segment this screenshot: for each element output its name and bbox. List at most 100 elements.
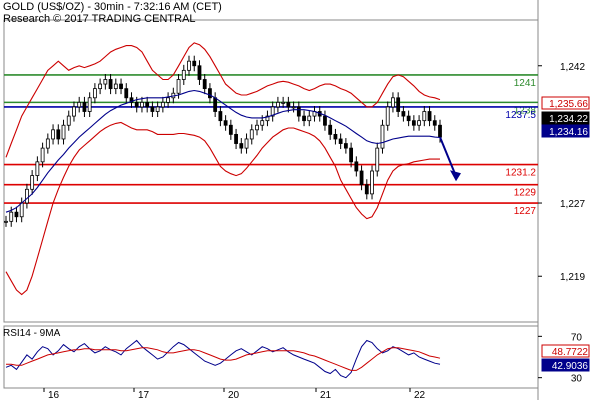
candle-body-51 [270, 106, 275, 117]
candle-body-37 [197, 65, 202, 80]
series-line-3 [5, 121, 440, 296]
candle-body-57 [302, 115, 306, 122]
candle-body-12 [66, 115, 71, 126]
day-label-3: 21 [320, 390, 332, 400]
rsi-tick-label-0: 70 [571, 332, 583, 343]
day-label-0: 16 [48, 390, 60, 400]
rsi-box-1-text: 42.9036 [552, 361, 589, 372]
candle-body-10 [56, 129, 61, 140]
candle-body-11 [61, 124, 66, 140]
rsi-plot-frame [3, 325, 539, 389]
candle-body-81 [427, 111, 432, 122]
candle-body-67 [354, 161, 359, 172]
candle-body-76 [401, 111, 406, 117]
candle-body-53 [281, 101, 286, 104]
price-box-0-box [541, 96, 590, 110]
chart-subtitle: Research © 2017 TRADING CENTRAL [3, 13, 196, 25]
price-box-2-text: 1,234.16 [549, 127, 588, 138]
candle-body-80 [422, 111, 427, 122]
candle-body-44 [234, 133, 238, 144]
candle-body-62 [328, 124, 333, 135]
candle-body-1 [9, 211, 14, 222]
candle-body-74 [391, 97, 395, 108]
candle-body-22 [119, 83, 123, 90]
candle-body-15 [82, 101, 87, 112]
candle-body-35 [187, 60, 191, 71]
candle-body-54 [286, 101, 291, 108]
candle-body-21 [113, 83, 118, 90]
candle-body-0 [4, 220, 8, 223]
candle-body-41 [218, 111, 223, 122]
candle-body-82 [432, 120, 437, 126]
candle-body-50 [265, 115, 270, 122]
chart-title: GOLD (US$/OZ) - 30min - 7:32:16 AM (CET) [3, 1, 222, 13]
candle-body-36 [192, 60, 197, 67]
candle-body-55 [291, 106, 296, 109]
candle-body-73 [385, 106, 390, 126]
candle-body-33 [176, 79, 181, 94]
series-line-2 [5, 42, 441, 158]
candle-body-30 [160, 101, 165, 108]
candle-body-18 [98, 83, 103, 90]
candle-body-48 [255, 124, 259, 131]
candle-body-69 [364, 184, 369, 195]
candle-body-19 [103, 79, 108, 85]
candle-body-9 [51, 129, 55, 140]
candle-body-29 [155, 106, 160, 112]
candle-body-8 [45, 138, 50, 149]
level-label-2: 1237.5 [505, 110, 536, 121]
candle-body-70 [370, 170, 374, 195]
candle-body-5 [30, 175, 35, 190]
candle-body-78 [411, 120, 416, 126]
candle-body-42 [223, 120, 228, 126]
forecast-arrow-head [450, 170, 461, 182]
rsi-box-0-box [541, 344, 590, 358]
candle-body-49 [260, 120, 265, 126]
candle-body-27 [145, 101, 150, 108]
candle-body-6 [35, 161, 40, 176]
rsi-series-1 [6, 347, 441, 371]
candle-body-47 [249, 129, 254, 140]
candle-body-28 [150, 106, 155, 112]
candle-body-4 [25, 188, 29, 204]
level-label-4: 1229 [514, 188, 537, 199]
candle-body-79 [417, 120, 421, 126]
candle-body-16 [87, 97, 92, 112]
candle-body-64 [338, 138, 343, 144]
day-label-4: 22 [414, 390, 426, 400]
candle-body-17 [92, 88, 97, 99]
candle-body-45 [239, 143, 244, 149]
candle-body-2 [14, 211, 19, 218]
candle-body-77 [406, 115, 411, 122]
candle-body-14 [77, 101, 82, 108]
candle-body-13 [72, 106, 76, 117]
forecast-arrow-shaft [439, 136, 457, 177]
price-box-1-text: 1,234.22 [549, 114, 588, 125]
rsi-series-0 [5, 339, 441, 379]
candle-body-34 [181, 69, 186, 80]
candle-body-61 [323, 115, 327, 126]
level-label-0: 1241 [514, 78, 537, 89]
rsi-tick-label-1: 30 [571, 374, 583, 385]
price-tick-label-0: 1,242 [560, 62, 585, 73]
candle-body-71 [375, 147, 380, 172]
candle-body-52 [276, 101, 280, 108]
rsi-box-1-box [541, 358, 590, 372]
price-box-2-box [541, 124, 590, 138]
candle-body-20 [108, 79, 113, 90]
rsi-title: RSI14 - 9MA [3, 328, 61, 339]
price-tick-label-1: 1,227 [560, 199, 585, 210]
candle-body-31 [166, 97, 170, 103]
candle-body-72 [380, 124, 385, 149]
candle-body-56 [296, 106, 301, 117]
candle-body-65 [343, 143, 348, 149]
candle-body-39 [208, 88, 212, 99]
candle-body-75 [396, 97, 401, 112]
candle-body-26 [140, 101, 144, 108]
candle-body-83 [438, 124, 442, 138]
candle-body-7 [40, 147, 45, 163]
candle-body-3 [19, 202, 24, 218]
candle-body-40 [213, 97, 218, 112]
